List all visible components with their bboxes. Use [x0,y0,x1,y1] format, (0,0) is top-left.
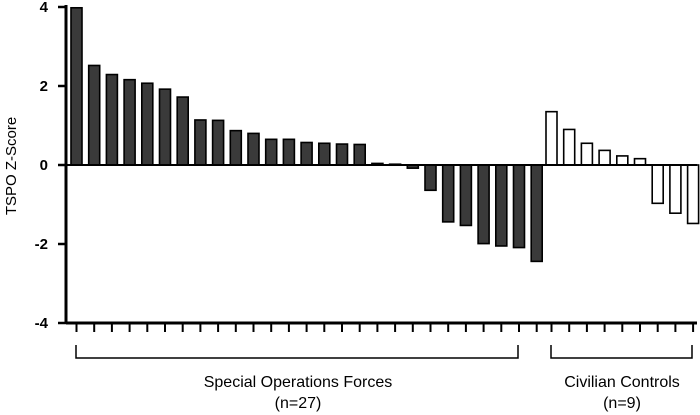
bar-series1-1 [562,128,576,166]
group-bracket-1 [550,345,693,359]
bar-series0-0 [70,6,83,166]
y-tick-label-0: -4 [35,315,49,332]
y-tick-label-4: 4 [40,0,49,16]
bar-series0-15 [335,143,349,166]
bar-series0-9 [229,129,243,166]
y-tick-labels: -4 -2 0 2 4 [35,0,49,332]
group-label-1: Civilian Controls [564,374,680,391]
bar-series0-25 [512,164,526,249]
y-tick-label-2: 0 [40,157,48,174]
bar-series1-2 [580,142,594,166]
bar-series0-10 [247,132,260,166]
x-ticks [75,323,695,332]
bar-series0-4 [141,82,154,166]
bar-series1-3 [598,149,611,166]
bar-series0-3 [123,78,136,166]
bar-series0-2 [105,73,119,166]
bar-series0-13 [300,141,313,166]
group-n-0: (n=27) [275,395,322,412]
bar-series1-6 [651,164,665,205]
bar-series1-0 [545,110,558,166]
group-n-1: (n=9) [603,395,641,412]
group-labels: Special Operations Forces (n=27) Civilian … [75,345,693,412]
bar-series0-21 [441,164,455,223]
bar-series0-5 [158,88,172,166]
bar-series1-4 [615,155,629,166]
bar-series0-1 [87,64,101,166]
bar-series0-16 [353,143,367,166]
group-bracket-0 [75,345,519,359]
bar-series0-12 [282,138,296,166]
bar-series0-24 [494,164,508,247]
group-label-0: Special Operations Forces [204,374,393,391]
bar-series0-11 [264,138,278,166]
y-tick-label-1: -2 [35,236,48,253]
bar-series1-8 [686,164,700,225]
bar-series0-23 [477,164,490,245]
bar-series0-6 [176,96,189,166]
bar-series0-22 [459,164,473,227]
bar-series0-7 [194,119,207,166]
bars [70,6,700,263]
y-axis-label: TSPO Z-Score [3,117,20,215]
y-tick-label-3: 2 [40,78,48,95]
bar-series0-8 [211,119,225,166]
bar-series0-26 [530,164,544,263]
bar-series0-14 [317,142,331,166]
axes [58,5,697,325]
bar-series0-20 [424,164,437,192]
bar-series1-7 [669,164,682,214]
